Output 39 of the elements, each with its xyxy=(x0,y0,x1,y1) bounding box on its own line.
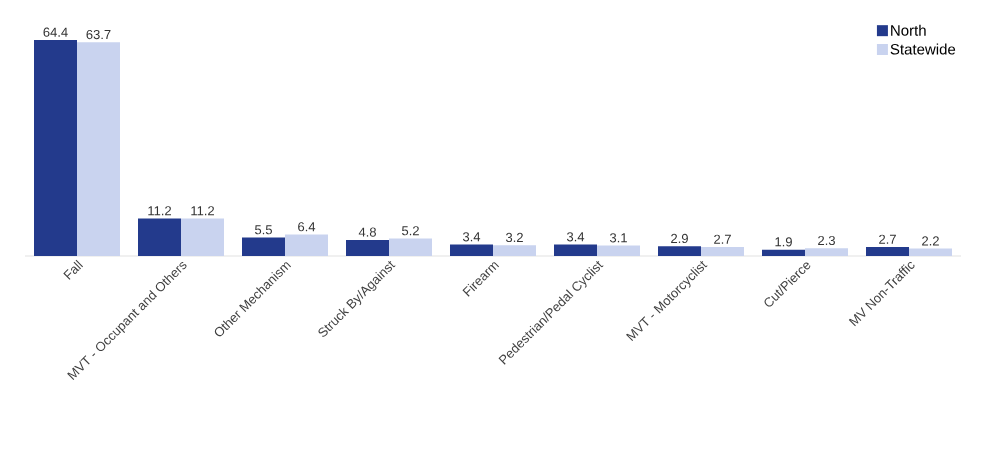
data-label: 4.8 xyxy=(358,227,376,237)
legend-label: North xyxy=(891,24,926,36)
bar xyxy=(242,237,285,256)
bar xyxy=(77,42,120,256)
data-label: 1.9 xyxy=(775,237,792,247)
data-label: 2.7 xyxy=(879,234,896,244)
x-tick-label: Fall xyxy=(63,259,84,280)
legend-label: Statewide xyxy=(890,43,956,55)
data-label: 3.4 xyxy=(462,232,481,242)
data-label: 2.7 xyxy=(714,234,731,244)
bar xyxy=(554,244,597,256)
bar xyxy=(805,248,848,256)
data-label: 11.2 xyxy=(148,206,172,216)
bar xyxy=(658,246,701,256)
bar xyxy=(181,218,224,256)
data-label: 3.1 xyxy=(609,233,627,243)
bar xyxy=(450,244,493,256)
bar xyxy=(285,234,328,256)
data-label: 63.7 xyxy=(86,29,111,40)
data-label: 5.2 xyxy=(401,226,419,236)
bar xyxy=(138,218,181,256)
bar xyxy=(34,40,77,256)
bar xyxy=(493,245,536,256)
bar xyxy=(762,249,805,256)
data-label: 2.9 xyxy=(671,233,688,244)
data-label: 3.2 xyxy=(505,232,523,243)
data-label: 5.5 xyxy=(254,225,272,235)
data-label: 2.3 xyxy=(818,235,835,246)
bar xyxy=(701,246,744,256)
bar xyxy=(866,246,909,256)
bar xyxy=(389,238,432,256)
data-label: 3.4 xyxy=(566,232,585,242)
data-label: 11.2 xyxy=(191,206,215,216)
data-label: 2.2 xyxy=(922,236,939,246)
bar xyxy=(346,239,389,256)
bar xyxy=(597,245,640,256)
bar xyxy=(909,248,952,256)
data-label: 6.4 xyxy=(298,222,316,232)
data-label: 64.4 xyxy=(43,27,68,37)
